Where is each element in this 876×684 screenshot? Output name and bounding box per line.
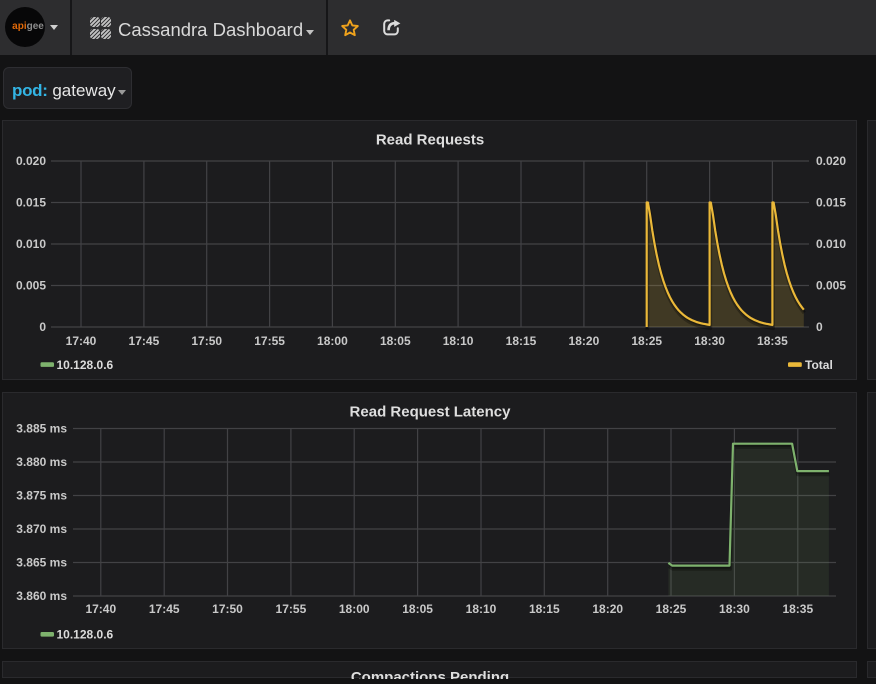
svg-text:0.020: 0.020 <box>816 154 846 168</box>
svg-text:17:50: 17:50 <box>212 602 243 616</box>
svg-text:3.870 ms: 3.870 ms <box>16 522 67 536</box>
svg-text:18:30: 18:30 <box>694 334 725 348</box>
svg-text:0.005: 0.005 <box>816 279 846 293</box>
svg-text:Read Request Latency: Read Request Latency <box>350 404 512 421</box>
svg-text:3.875 ms: 3.875 ms <box>16 489 67 503</box>
svg-text:18:20: 18:20 <box>569 334 600 348</box>
svg-text:17:50: 17:50 <box>191 334 222 348</box>
svg-text:Read Requests: Read Requests <box>376 132 484 149</box>
svg-text:18:15: 18:15 <box>529 602 560 616</box>
svg-text:18:05: 18:05 <box>380 334 411 348</box>
svg-text:0.005: 0.005 <box>16 279 46 293</box>
svg-text:0: 0 <box>816 320 823 334</box>
svg-text:18:35: 18:35 <box>782 602 813 616</box>
svg-text:3.880 ms: 3.880 ms <box>16 455 67 469</box>
svg-text:0.015: 0.015 <box>16 196 46 210</box>
svg-text:18:10: 18:10 <box>466 602 497 616</box>
svg-text:17:40: 17:40 <box>85 602 116 616</box>
svg-text:0.015: 0.015 <box>816 196 846 210</box>
svg-text:18:35: 18:35 <box>757 334 788 348</box>
svg-text:3.860 ms: 3.860 ms <box>16 589 67 603</box>
svg-text:0.010: 0.010 <box>816 237 846 251</box>
svg-text:17:45: 17:45 <box>149 602 180 616</box>
svg-text:18:25: 18:25 <box>656 602 687 616</box>
svg-text:18:05: 18:05 <box>402 602 433 616</box>
svg-text:17:40: 17:40 <box>66 334 97 348</box>
svg-text:18:30: 18:30 <box>719 602 750 616</box>
svg-text:18:15: 18:15 <box>506 334 537 348</box>
svg-text:10.128.0.6: 10.128.0.6 <box>57 628 114 642</box>
svg-text:10.128.0.6: 10.128.0.6 <box>57 358 114 372</box>
svg-text:0.020: 0.020 <box>16 154 46 168</box>
svg-text:18:10: 18:10 <box>443 334 474 348</box>
svg-text:18:00: 18:00 <box>339 602 370 616</box>
svg-text:18:00: 18:00 <box>317 334 348 348</box>
svg-text:18:25: 18:25 <box>631 334 662 348</box>
svg-text:18:20: 18:20 <box>592 602 623 616</box>
svg-text:3.885 ms: 3.885 ms <box>16 422 67 436</box>
svg-text:17:55: 17:55 <box>276 602 307 616</box>
svg-text:17:55: 17:55 <box>254 334 285 348</box>
svg-text:17:45: 17:45 <box>129 334 160 348</box>
svg-text:0.010: 0.010 <box>16 237 46 251</box>
svg-text:0: 0 <box>39 320 46 334</box>
svg-text:3.865 ms: 3.865 ms <box>16 556 67 570</box>
svg-text:Total: Total <box>805 358 833 372</box>
